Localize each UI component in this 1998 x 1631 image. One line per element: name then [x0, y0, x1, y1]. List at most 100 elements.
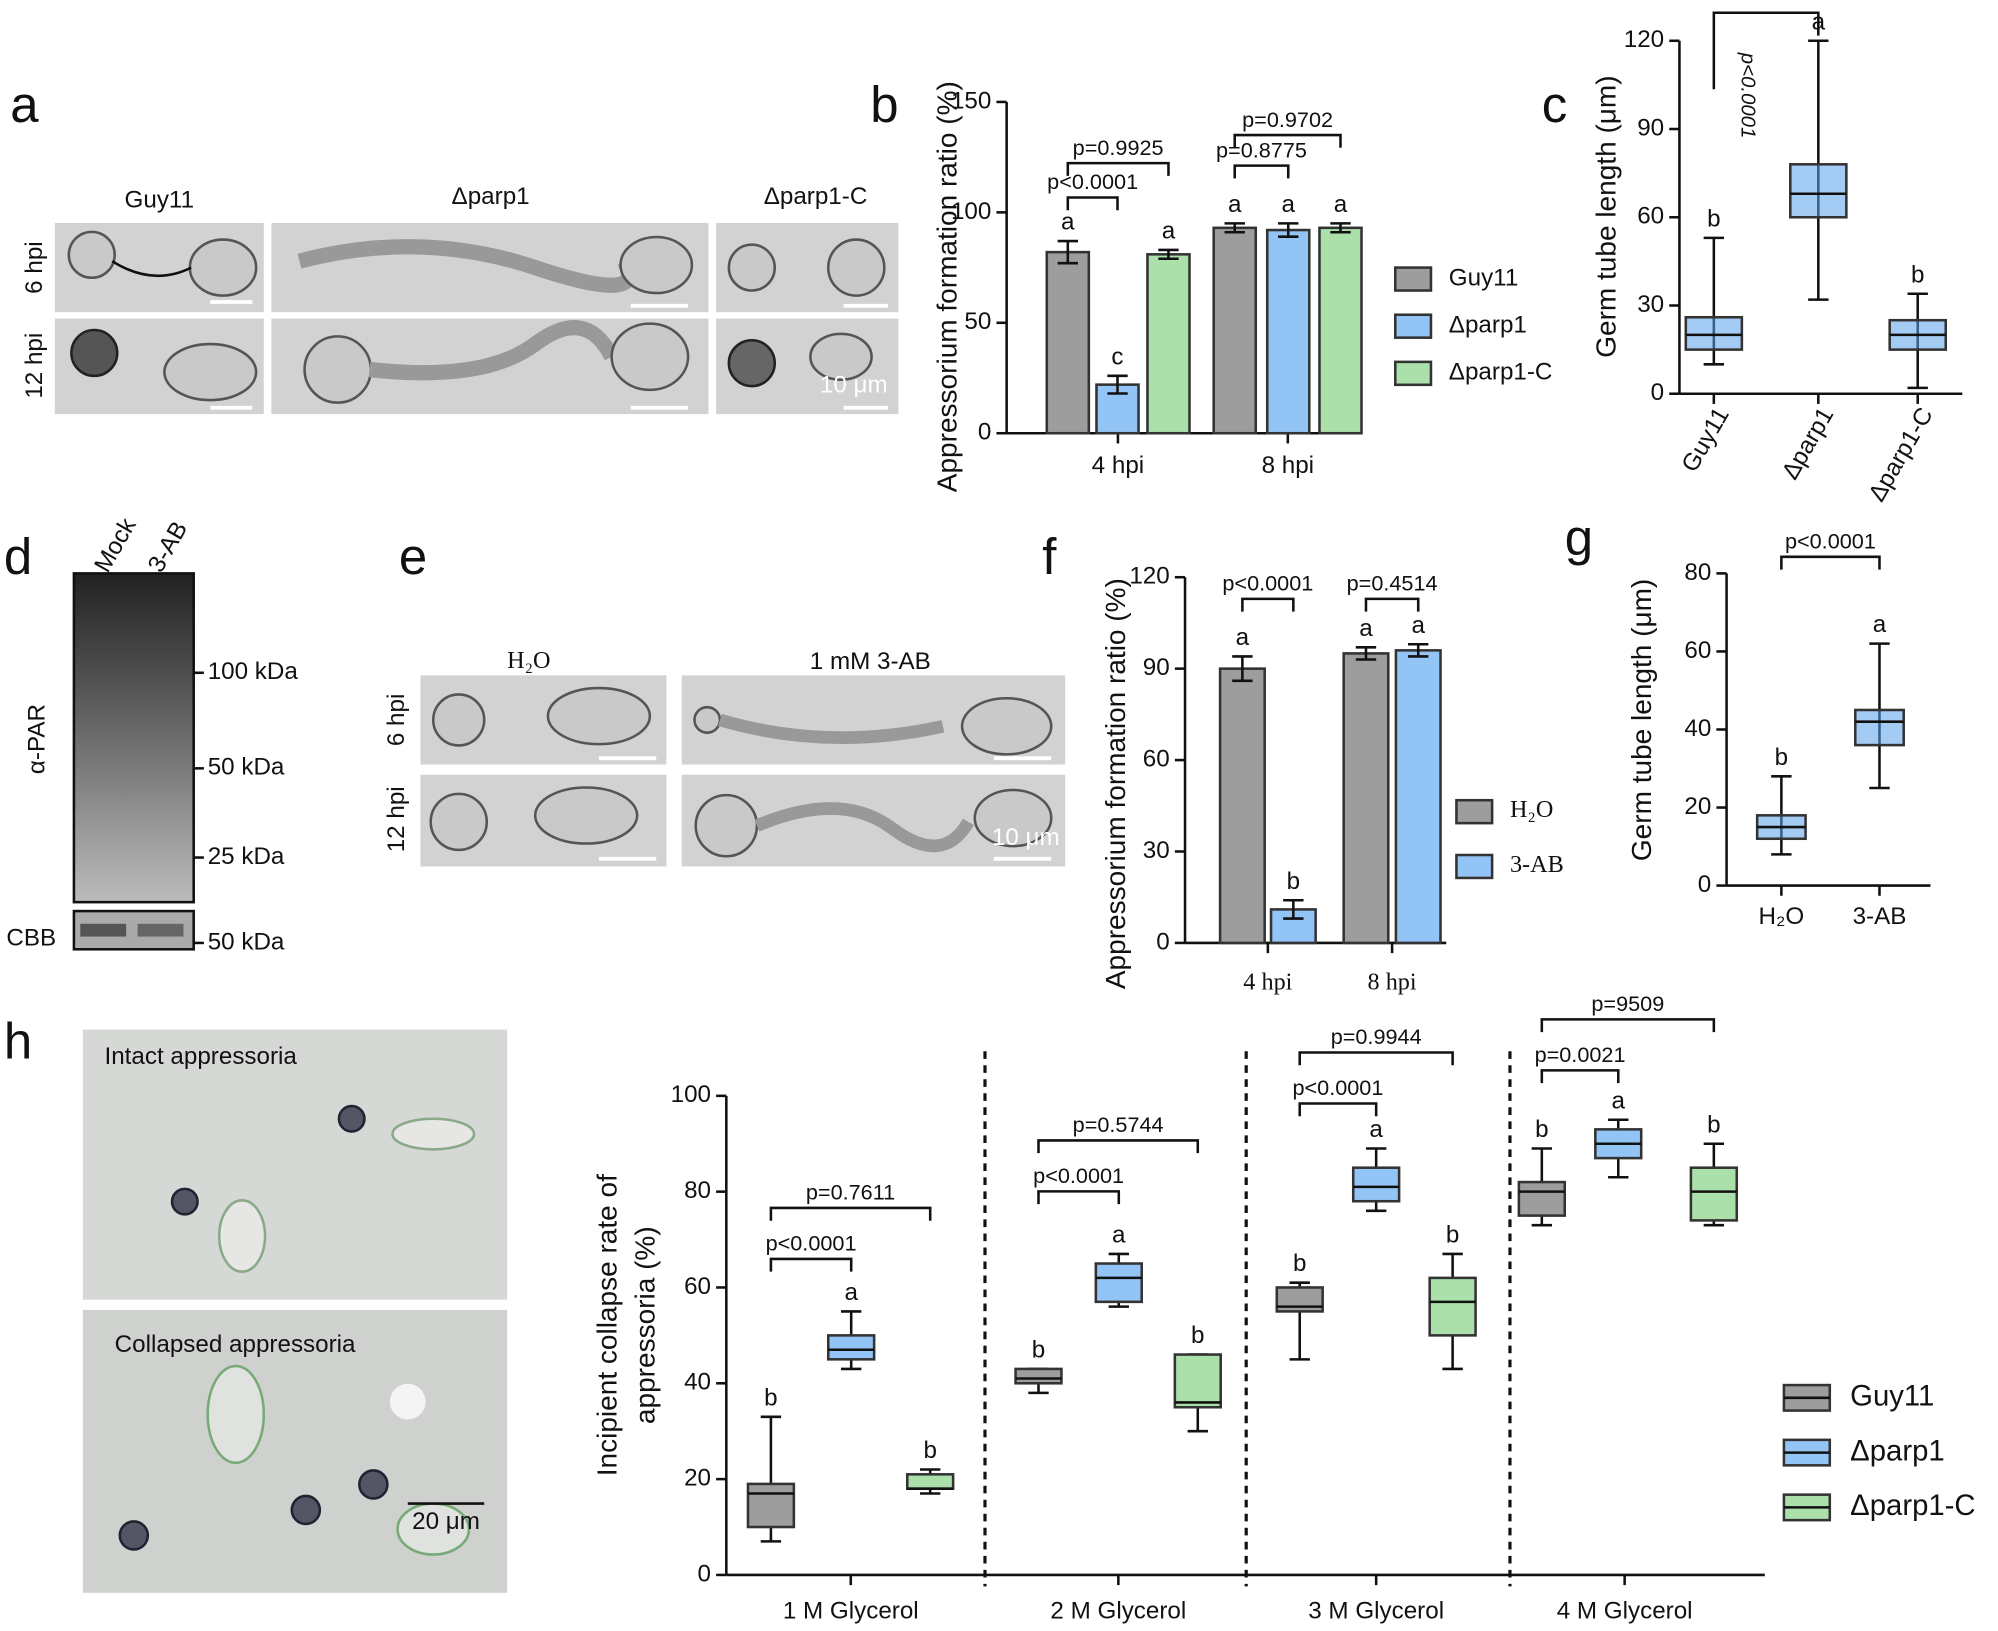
bar — [1318, 226, 1363, 435]
panel-label: h — [4, 1012, 32, 1069]
legend-label: Δparp1-C — [1449, 359, 1553, 386]
panel-h-images: Intact appressoria Collapsed appressoria… — [82, 1029, 1512, 1593]
appressorium — [727, 338, 777, 388]
appressorium — [188, 238, 258, 297]
panel-e-images: H₂O 1 mM 3-AB 6 hpi 12 hpi 10 μm — [383, 647, 1066, 867]
marker-label: 100 kDa — [208, 658, 299, 685]
p-value: p=9509 — [1591, 991, 1664, 1016]
bar — [1146, 253, 1191, 435]
y-tick-label: 120 — [1624, 26, 1664, 53]
significance-letter: a — [844, 1279, 858, 1306]
panel-label: c — [1542, 76, 1567, 133]
scale-bar-label: 10 μm — [820, 371, 888, 398]
y-tick-label: 60 — [1684, 637, 1711, 664]
row-label: 12 hpi — [21, 333, 48, 399]
y-axis-label: appressoria (%) — [630, 1226, 661, 1424]
bracket — [1066, 196, 1119, 211]
y-axis-label: Incipient collapse rate of — [591, 1174, 622, 1476]
significance-letter: b — [1775, 744, 1788, 771]
lane-label: Mock — [89, 513, 142, 577]
significance-letter: a — [1061, 209, 1075, 236]
y-tick-label: 30 — [1637, 291, 1664, 318]
bracket — [1364, 597, 1420, 612]
box — [746, 1482, 796, 1529]
significance-letter: b — [764, 1384, 777, 1411]
y-tick-label: 0 — [978, 419, 991, 446]
p-value: p=0.5744 — [1073, 1112, 1164, 1137]
p-value: p=0.0021 — [1535, 1042, 1626, 1067]
x-tick-label: 2 M Glycerol — [1050, 1597, 1186, 1624]
germ-tube — [718, 713, 945, 744]
appressorium — [610, 322, 690, 392]
bracket — [1298, 1051, 1454, 1066]
x-tick-label: 3-AB — [1853, 903, 1907, 930]
row-label: 6 hpi — [383, 694, 410, 746]
legend-label: Guy11 — [1850, 1380, 1934, 1413]
y-tick-label: 60 — [1637, 203, 1664, 230]
p-value: p<0.0001 — [766, 1231, 857, 1256]
loading-label: CBB — [6, 924, 56, 951]
significance-letter: a — [1162, 217, 1176, 244]
appressorium — [546, 686, 652, 746]
significance-letter: a — [1282, 191, 1296, 218]
panel-label: b — [870, 76, 898, 133]
legend-label: Δparp1-C — [1850, 1489, 1975, 1522]
p-value: p=0.9944 — [1331, 1024, 1422, 1049]
spore — [431, 693, 486, 747]
spore — [693, 705, 722, 734]
y-tick-label: 80 — [684, 1177, 711, 1204]
significance-letter: a — [1112, 1221, 1126, 1248]
box — [1684, 315, 1744, 351]
y-tick-label: 100 — [671, 1081, 711, 1108]
bar — [1394, 649, 1442, 945]
p-value: p=0.4514 — [1347, 571, 1438, 596]
spore — [163, 342, 258, 402]
appressorium — [170, 1187, 199, 1216]
significance-letter: a — [1612, 1087, 1626, 1114]
panel-label: e — [399, 528, 427, 585]
bar — [1218, 667, 1266, 945]
germ-tube — [754, 802, 974, 853]
bar — [1045, 250, 1091, 435]
image-caption: Collapsed appressoria — [115, 1331, 356, 1358]
bracket — [1780, 555, 1881, 570]
antibody-label: α-PAR — [24, 704, 51, 774]
box — [1517, 1180, 1567, 1217]
significance-letter: b — [1446, 1221, 1459, 1248]
bracket — [1540, 1069, 1620, 1084]
appressorium — [290, 1494, 322, 1526]
p-value: p<0.0001 — [1785, 529, 1876, 554]
column-label: 1 mM 3-AB — [810, 648, 931, 675]
significance-letter: b — [1707, 1111, 1720, 1138]
y-tick-label: 90 — [1637, 114, 1664, 141]
column-label: H₂O — [507, 647, 550, 674]
significance-letter: b — [1911, 261, 1924, 288]
significance-letter: a — [1369, 1116, 1383, 1143]
legend-swatch — [1394, 360, 1433, 387]
appressorium — [960, 696, 1053, 756]
appressorium — [118, 1520, 150, 1551]
y-tick-label: 80 — [1684, 559, 1711, 586]
y-tick-label: 30 — [1143, 837, 1170, 864]
significance-letter: b — [1287, 868, 1300, 895]
x-tick-label: 3 M Glycerol — [1308, 1597, 1444, 1624]
y-tick-label: 20 — [684, 1465, 711, 1492]
spore — [67, 230, 116, 280]
marker-label: 50 kDa — [208, 754, 285, 781]
legend-label: H₂O — [1510, 796, 1553, 823]
panel-label: a — [10, 76, 39, 133]
significance-letter: b — [1191, 1322, 1204, 1349]
column-label: Δparp1-C — [764, 183, 868, 210]
bar — [1095, 383, 1140, 435]
scale-bar-label: 10 μm — [992, 824, 1060, 851]
p-value: p<0.0001 — [1737, 52, 1759, 139]
appressorium — [70, 328, 119, 378]
legend-swatch — [1455, 798, 1494, 825]
y-tick-label: 40 — [684, 1369, 711, 1396]
p-value: p=0.9702 — [1242, 107, 1333, 132]
spore — [303, 335, 373, 404]
x-tick-label: 4 hpi — [1092, 452, 1144, 479]
bracket — [1066, 161, 1170, 176]
micrograph — [82, 1029, 508, 1300]
